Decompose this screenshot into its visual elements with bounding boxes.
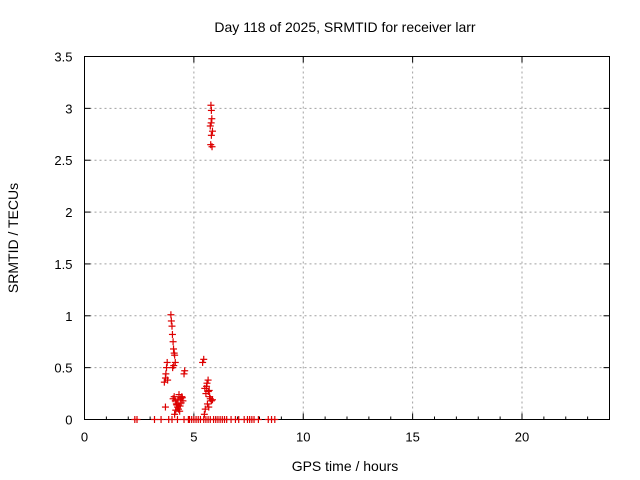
- data-point: [164, 376, 172, 384]
- data-points: [131, 101, 279, 423]
- data-point: [171, 410, 179, 418]
- data-point: [207, 397, 215, 405]
- data-point: [180, 370, 188, 378]
- y-tick-label: 3: [65, 101, 72, 116]
- data-point: [205, 403, 213, 411]
- data-point: [151, 416, 158, 423]
- data-point: [133, 416, 141, 423]
- data-point: [207, 119, 215, 127]
- data-point: [203, 400, 211, 408]
- data-point: [208, 127, 216, 135]
- data-point: [208, 396, 216, 404]
- chart-title: Day 118 of 2025, SRMTID for receiver lar…: [214, 19, 476, 35]
- grid-layer: [84, 56, 610, 420]
- data-point: [168, 322, 176, 330]
- data-point: [167, 311, 175, 319]
- x-tick-label: 0: [81, 430, 88, 445]
- data-point: [207, 106, 215, 114]
- data-point: [178, 394, 186, 402]
- data-point: [175, 391, 183, 399]
- data-point: [200, 355, 208, 363]
- y-tick-label: 0: [65, 413, 72, 428]
- data-point: [170, 362, 178, 370]
- x-axis-label: GPS time / hours: [292, 458, 399, 474]
- data-point: [206, 122, 214, 130]
- data-point: [208, 143, 216, 151]
- data-point: [174, 396, 182, 404]
- data-point: [170, 393, 178, 401]
- data-point: [271, 416, 279, 423]
- y-axis-label: SRMTID / TECUs: [5, 183, 21, 293]
- data-point: [176, 402, 184, 410]
- data-point: [203, 382, 211, 390]
- data-point: [170, 345, 178, 353]
- data-point: [208, 115, 216, 123]
- data-point: [173, 401, 181, 409]
- data-point: [163, 364, 171, 372]
- data-point: [204, 376, 212, 384]
- data-point: [254, 416, 262, 423]
- y-tick-label: 2.5: [54, 153, 72, 168]
- x-tick-label: 5: [190, 430, 197, 445]
- data-point: [200, 410, 208, 418]
- y-tick-label: 2: [65, 205, 72, 220]
- data-point: [171, 351, 179, 359]
- data-point: [172, 406, 180, 414]
- plot-frame: [84, 56, 610, 420]
- y-tick-label: 1: [65, 309, 72, 324]
- data-point: [205, 386, 213, 394]
- data-point: [204, 387, 212, 395]
- data-point: [161, 403, 169, 411]
- data-point: [177, 399, 185, 407]
- data-point: [171, 358, 179, 366]
- data-point: [162, 370, 170, 378]
- x-tick-label: 10: [296, 430, 310, 445]
- data-point: [167, 317, 175, 325]
- data-point: [207, 131, 215, 139]
- data-point: [168, 330, 176, 338]
- y-tick-label: 0.5: [54, 361, 72, 376]
- data-point: [157, 416, 165, 423]
- x-tick-label: 20: [515, 430, 529, 445]
- y-tick-label: 1.5: [54, 257, 72, 272]
- data-point: [181, 367, 189, 375]
- x-tick-label: 15: [405, 430, 419, 445]
- y-tick-label: 3.5: [54, 50, 72, 65]
- data-point: [163, 358, 171, 366]
- data-point: [173, 416, 181, 423]
- data-point: [199, 358, 207, 366]
- data-point: [169, 338, 177, 346]
